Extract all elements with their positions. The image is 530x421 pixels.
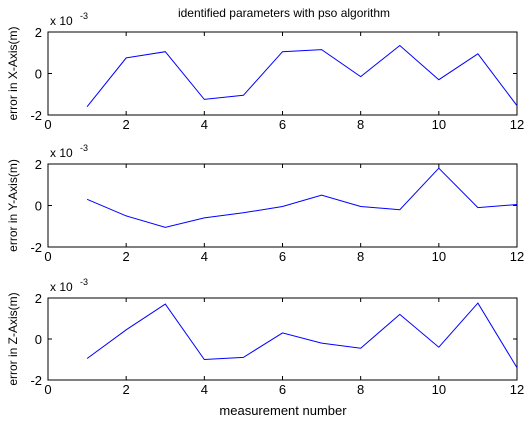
- x-tick-label: 8: [357, 382, 364, 397]
- x-tick-label: 12: [510, 117, 524, 132]
- scale-exponent: -3: [80, 11, 88, 21]
- x-tick-label: 0: [44, 382, 51, 397]
- y-tick-label: 2: [35, 25, 42, 40]
- x-tick-label: 10: [432, 117, 446, 132]
- x-tick-label: 8: [357, 117, 364, 132]
- y-tick-label: 0: [35, 67, 42, 82]
- y-tick-label: 2: [35, 291, 42, 306]
- x-tick-label: 4: [201, 117, 208, 132]
- scale-exponent: -3: [80, 277, 88, 287]
- x-tick-label: 0: [44, 249, 51, 264]
- plot-frame: [47, 31, 518, 116]
- x-axis-label: measurement number: [219, 403, 347, 418]
- scale-note: x 10: [50, 14, 73, 28]
- scale-exponent: -3: [80, 143, 88, 153]
- y-tick-label: -2: [30, 108, 42, 123]
- y-tick-label: -2: [30, 373, 42, 388]
- x-tick-label: 10: [432, 382, 446, 397]
- scale-note: x 10: [50, 146, 73, 160]
- y-tick-label: -2: [30, 240, 42, 255]
- x-tick-label: 10: [432, 249, 446, 264]
- x-tick-label: 8: [357, 249, 364, 264]
- x-tick-label: 6: [279, 117, 286, 132]
- x-tick-label: 0: [44, 117, 51, 132]
- x-tick-label: 6: [279, 382, 286, 397]
- x-tick-label: 12: [510, 382, 524, 397]
- x-tick-label: 12: [510, 249, 524, 264]
- x-tick-label: 4: [201, 382, 208, 397]
- y-tick-label: 0: [35, 332, 42, 347]
- y-axis-label: error in Y-Axis(m): [6, 159, 20, 252]
- x-tick-label: 2: [123, 117, 130, 132]
- x-tick-label: 6: [279, 249, 286, 264]
- x-tick-label: 2: [123, 382, 130, 397]
- series-line: [86, 167, 518, 228]
- x-tick-label: 4: [201, 249, 208, 264]
- y-tick-label: 2: [35, 157, 42, 172]
- x-tick-label: 2: [123, 249, 130, 264]
- series-line: [86, 302, 518, 368]
- y-axis-label: error in Z-Axis(m): [6, 292, 20, 385]
- y-tick-label: 0: [35, 199, 42, 214]
- y-axis-label: error in X-Axis(m): [6, 26, 20, 120]
- series-line: [86, 44, 518, 108]
- figure-title: identified parameters with pso algorithm: [178, 6, 390, 20]
- scale-note: x 10: [50, 280, 73, 294]
